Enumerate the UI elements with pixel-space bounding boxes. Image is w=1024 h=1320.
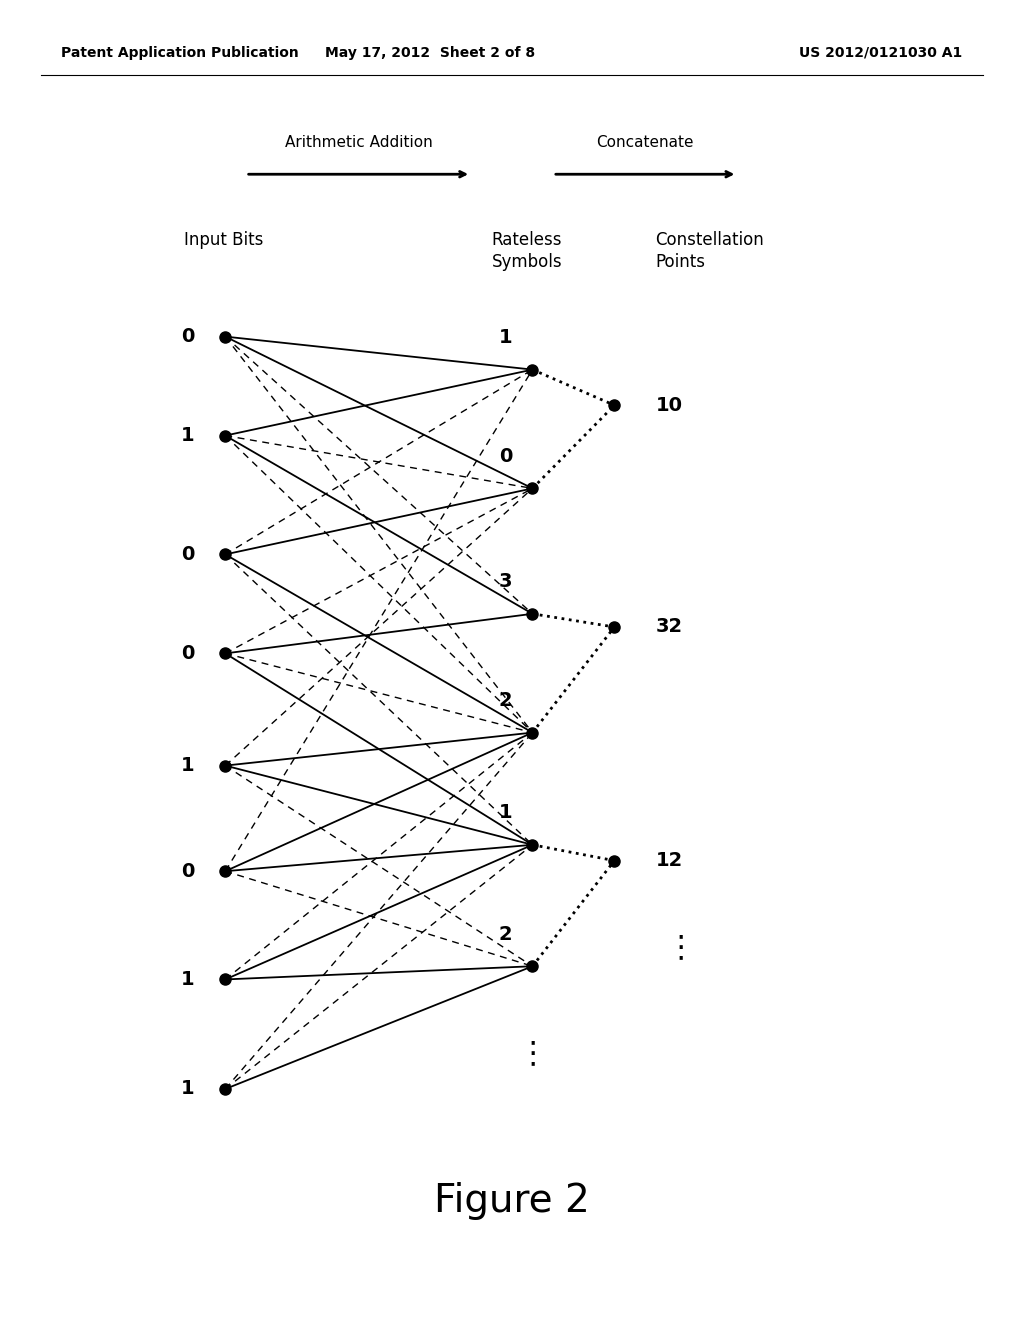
Text: 2: 2 [499, 692, 512, 710]
Text: 10: 10 [655, 396, 682, 414]
Text: 0: 0 [181, 862, 195, 880]
Text: ⋮: ⋮ [517, 1039, 548, 1068]
Text: 32: 32 [655, 618, 682, 636]
Text: 3: 3 [499, 573, 512, 591]
Text: 1: 1 [181, 426, 195, 445]
Text: ⋮: ⋮ [666, 933, 696, 962]
Text: Rateless
Symbols: Rateless Symbols [492, 231, 562, 271]
Text: 1: 1 [181, 1080, 195, 1098]
Text: May 17, 2012  Sheet 2 of 8: May 17, 2012 Sheet 2 of 8 [325, 46, 536, 59]
Text: 1: 1 [499, 329, 512, 347]
Text: 0: 0 [181, 327, 195, 346]
Text: Input Bits: Input Bits [184, 231, 264, 249]
Text: Figure 2: Figure 2 [434, 1183, 590, 1220]
Text: Constellation
Points: Constellation Points [655, 231, 764, 271]
Text: 1: 1 [499, 804, 512, 822]
Text: 0: 0 [499, 447, 512, 466]
Text: 1: 1 [181, 756, 195, 775]
Text: Arithmetic Addition: Arithmetic Addition [285, 136, 432, 150]
Text: 0: 0 [181, 644, 195, 663]
Text: Concatenate: Concatenate [596, 136, 694, 150]
Text: 0: 0 [181, 545, 195, 564]
Text: 12: 12 [655, 851, 683, 870]
Text: 2: 2 [499, 925, 512, 944]
Text: Patent Application Publication: Patent Application Publication [61, 46, 299, 59]
Text: US 2012/0121030 A1: US 2012/0121030 A1 [800, 46, 963, 59]
Text: 1: 1 [181, 970, 195, 989]
